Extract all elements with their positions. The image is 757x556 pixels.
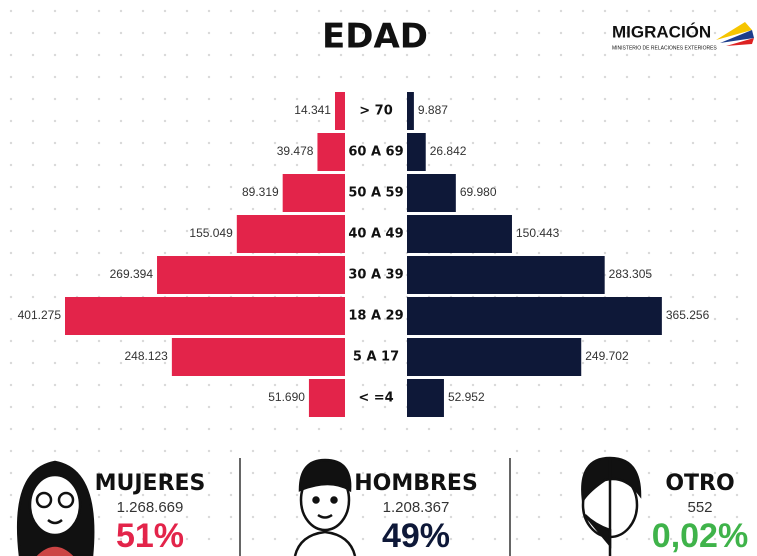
value-label: 26.842 (430, 144, 467, 158)
group-share: 51% (116, 517, 184, 555)
bar (309, 379, 345, 417)
value-label: 69.980 (460, 185, 497, 199)
value-label: 14.341 (294, 103, 331, 117)
bar (237, 215, 345, 253)
logo-subtitle: MINISTERIO DE RELACIONES EXTERIORES (612, 45, 717, 51)
bar (407, 92, 414, 130)
value-label: 283.305 (609, 267, 653, 281)
category-label: 50 A 59 (348, 186, 403, 201)
value-label: 51.690 (268, 390, 305, 404)
group-total: 552 (687, 499, 712, 516)
bar (407, 133, 426, 171)
bar (407, 174, 456, 212)
chart: EDAD MIGRACIÓN MINISTERIO DE RELACIONES … (0, 0, 757, 556)
value-label: 89.319 (242, 185, 279, 199)
value-label: 248.123 (124, 349, 168, 363)
group-label: MUJERES (95, 471, 206, 496)
value-label: 401.275 (18, 308, 62, 322)
bar (407, 215, 512, 253)
chart-title: EDAD (322, 17, 428, 57)
value-label: 52.952 (448, 390, 485, 404)
category-label: < =4 (358, 391, 393, 406)
value-label: 155.049 (189, 226, 233, 240)
bar (283, 174, 345, 212)
bar (407, 379, 444, 417)
value-label: 9.887 (418, 103, 448, 117)
group-share: 49% (382, 517, 450, 555)
group-total: 1.208.367 (383, 499, 450, 516)
category-label: 40 A 49 (348, 227, 403, 242)
group-share: 0,02% (652, 517, 748, 555)
bar (407, 256, 605, 294)
value-label: 150.443 (516, 226, 560, 240)
bar (335, 92, 345, 130)
category-label: 30 A 39 (348, 268, 403, 283)
value-label: 365.256 (666, 308, 710, 322)
group-label: OTRO (665, 471, 734, 496)
category-label: 18 A 29 (348, 309, 403, 324)
bar (157, 256, 345, 294)
value-label: 269.394 (110, 267, 154, 281)
logo-name: MIGRACIÓN (612, 22, 711, 41)
value-label: 249.702 (585, 349, 629, 363)
bar (65, 297, 345, 335)
value-label: 39.478 (277, 144, 314, 158)
infographic: EDAD MIGRACIÓN MINISTERIO DE RELACIONES … (0, 0, 757, 556)
bar (172, 338, 345, 376)
category-label: 5 A 17 (353, 350, 399, 365)
bar (317, 133, 345, 171)
category-label: > 70 (359, 104, 393, 119)
group-total: 1.268.669 (117, 499, 184, 516)
category-label: 60 A 69 (348, 145, 403, 160)
group-label: HOMBRES (354, 471, 478, 496)
logo: MIGRACIÓN MINISTERIO DE RELACIONES EXTER… (612, 22, 754, 51)
bar (407, 297, 662, 335)
bar (407, 338, 581, 376)
